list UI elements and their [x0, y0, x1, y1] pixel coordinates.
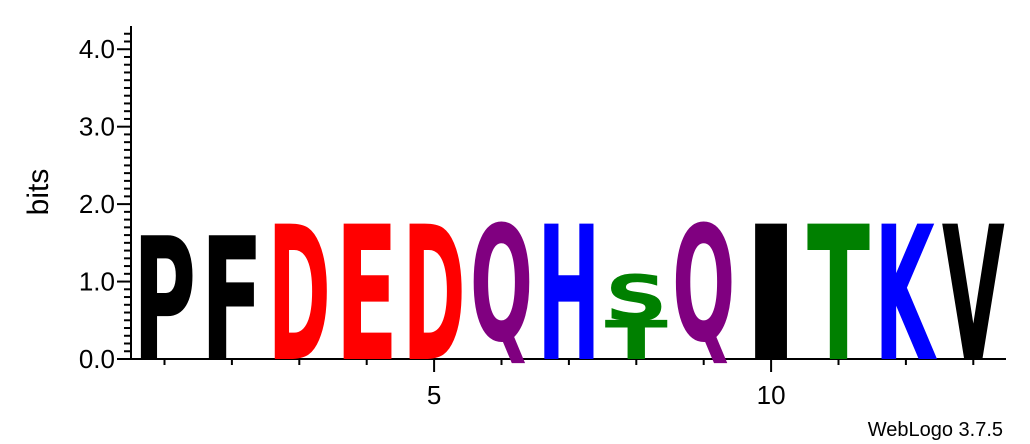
- logo-letter-q: Q: [672, 194, 735, 379]
- y-tick-label: 3.0: [79, 112, 115, 142]
- x-tick-label: 5: [427, 380, 441, 410]
- logo-letter-v: V: [942, 187, 1005, 403]
- logo-letter-d: D: [268, 188, 331, 404]
- logo-letter-s: S: [605, 262, 668, 336]
- y-tick-label: 0.0: [79, 344, 115, 374]
- logo-letter-i: I: [740, 187, 803, 403]
- logo-letter-q: Q: [470, 194, 533, 379]
- logo-letter-t: T: [807, 187, 870, 404]
- y-axis-title: bits: [22, 169, 55, 216]
- logo-letter-f: F: [200, 202, 263, 400]
- logo-letter-t: T: [605, 310, 668, 372]
- y-tick-label: 2.0: [79, 189, 115, 219]
- x-tick-label: 10: [757, 380, 786, 410]
- y-tick-label: 1.0: [79, 267, 115, 297]
- x-axis: 5 10: [131, 358, 1006, 410]
- logo-letter-e: E: [335, 187, 398, 404]
- logo-letter-p: P: [133, 201, 196, 399]
- weblogo-credit: WebLogo 3.7.5: [868, 419, 1003, 441]
- logo-glyphs: P F D E D Q H TS Q I T K V: [133, 187, 1005, 404]
- y-axis: 0.0 1.0 2.0 3.0 4.0: [79, 26, 132, 374]
- y-tick-label: 4.0: [79, 34, 115, 64]
- logo-letter-k: K: [874, 187, 937, 404]
- logo-letter-h: H: [537, 189, 600, 404]
- logo-letter-d: D: [403, 188, 466, 404]
